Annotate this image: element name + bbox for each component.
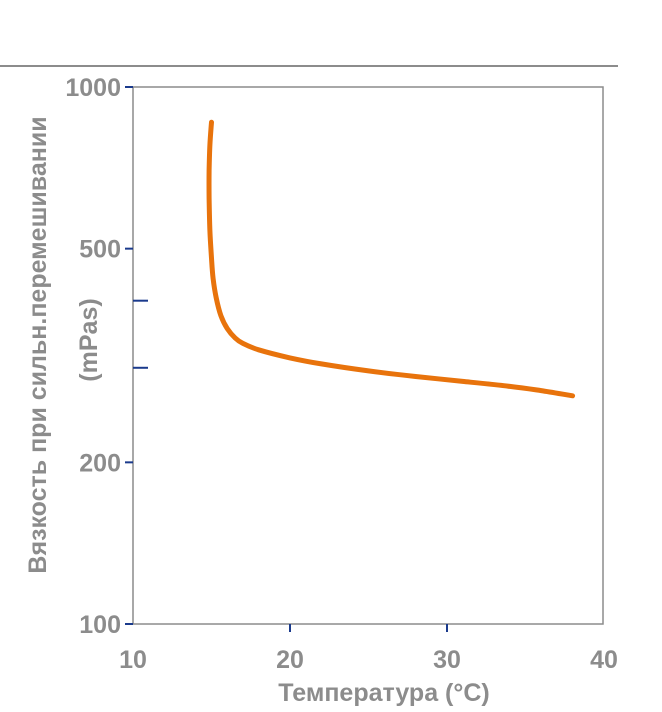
y-tick-label: 1000 (65, 74, 121, 102)
y-axis-title-line1: Вязкость при сильн.перемешивании (24, 116, 52, 573)
x-axis-title: Температура (°C) (278, 679, 490, 707)
y-axis-title-line2: (mPas) (75, 298, 103, 381)
y-tick-label: 500 (79, 236, 121, 264)
y-tick-label: 200 (79, 449, 121, 477)
x-tick-label: 30 (433, 646, 461, 674)
plot-frame (132, 86, 604, 625)
y-tick-label: 100 (79, 611, 121, 639)
x-tick-label: 40 (590, 646, 618, 674)
labels-layer: 100 200 500 1000 10 20 30 40 (65, 74, 618, 674)
ticks-layer (125, 86, 448, 632)
x-tick-label: 10 (119, 646, 147, 674)
series-line (206, 119, 576, 399)
x-tick-label: 20 (276, 646, 304, 674)
